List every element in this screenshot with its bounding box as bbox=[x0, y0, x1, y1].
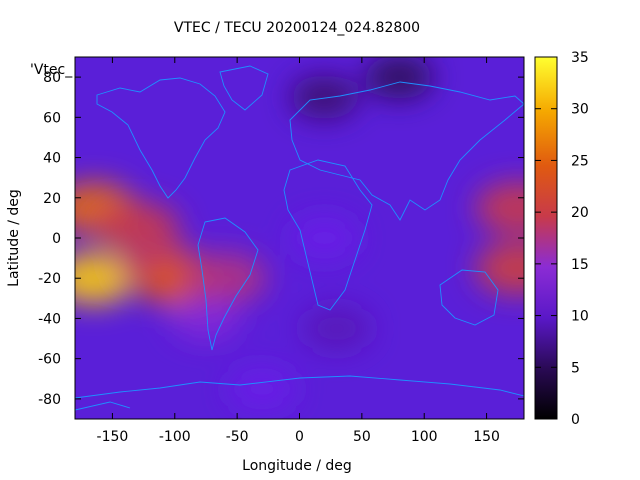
tec-region bbox=[290, 216, 359, 260]
x-tick-label: -150 bbox=[97, 429, 129, 445]
colorbar-tick-label: 30 bbox=[571, 102, 589, 118]
tec-region bbox=[75, 252, 136, 305]
tec-region bbox=[95, 201, 180, 254]
heatmap-area bbox=[75, 57, 524, 419]
colorbar-tick-label: 25 bbox=[571, 153, 589, 169]
x-tick-label: 150 bbox=[473, 429, 500, 445]
tec-region bbox=[228, 366, 297, 411]
y-tick-label: -40 bbox=[38, 311, 61, 327]
tec-region bbox=[365, 57, 434, 100]
colorbar-tick-label: 35 bbox=[571, 50, 589, 66]
y-tick-label: 40 bbox=[43, 151, 61, 167]
legend-label: 'Vtec_ bbox=[30, 62, 73, 78]
tec-region bbox=[171, 296, 240, 341]
tec-intensity-layer bbox=[75, 57, 524, 411]
colorbar bbox=[534, 56, 558, 420]
colorbar-ticks: 0 5 10 15 20 25 30 35 bbox=[535, 50, 589, 428]
x-tick-label: 0 bbox=[295, 429, 304, 445]
x-tick-label: -50 bbox=[226, 429, 249, 445]
coastline-overlay bbox=[75, 65, 524, 411]
x-tick-label: 50 bbox=[353, 429, 371, 445]
tec-region bbox=[475, 181, 524, 234]
y-tick-label: -20 bbox=[38, 271, 61, 287]
colorbar-tick-label: 5 bbox=[571, 360, 580, 376]
x-tick-label: 100 bbox=[411, 429, 438, 445]
y-tick-label: 60 bbox=[43, 110, 61, 126]
y-tick-label: 20 bbox=[43, 191, 61, 207]
tec-region bbox=[475, 242, 524, 295]
x-tick-label: -100 bbox=[159, 429, 191, 445]
colorbar-tick-label: 15 bbox=[571, 257, 589, 273]
y-tick-label: -60 bbox=[38, 352, 61, 368]
tec-region bbox=[182, 252, 267, 305]
y-tick-label: -80 bbox=[38, 392, 61, 408]
colorbar-tick-label: 20 bbox=[571, 205, 589, 221]
x-axis-label: Longitude / deg bbox=[242, 458, 352, 474]
colorbar-tick-label: 0 bbox=[571, 412, 580, 428]
tec-region bbox=[290, 75, 359, 120]
x-axis: -150 -100 -50 0 50 100 150 bbox=[97, 57, 500, 445]
chart-title: VTEC / TECU 20200124_024.82800 bbox=[174, 20, 420, 36]
colorbar-tick-label: 10 bbox=[571, 309, 589, 325]
y-axis: -80 -60 -40 -20 0 20 40 60 80 bbox=[38, 70, 524, 408]
y-tick-label: 80 bbox=[43, 70, 61, 86]
y-axis-label: Latitude / deg bbox=[6, 189, 22, 287]
tec-region bbox=[302, 306, 371, 351]
y-tick-label: 0 bbox=[52, 231, 61, 247]
